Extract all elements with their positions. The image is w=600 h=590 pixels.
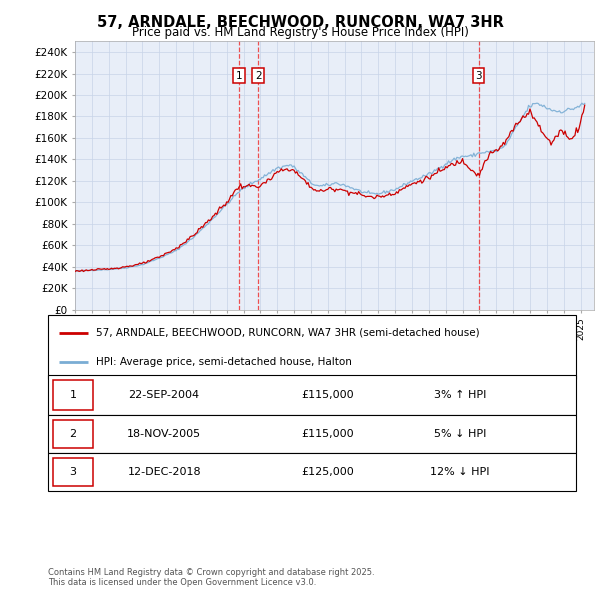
Text: Price paid vs. HM Land Registry's House Price Index (HPI): Price paid vs. HM Land Registry's House … [131,26,469,39]
Text: 2: 2 [255,71,262,81]
Text: 22-SEP-2004: 22-SEP-2004 [128,390,200,400]
Text: 3: 3 [475,71,482,81]
Text: £125,000: £125,000 [301,467,354,477]
Text: £115,000: £115,000 [302,429,354,439]
Text: 57, ARNDALE, BEECHWOOD, RUNCORN, WA7 3HR (semi-detached house): 57, ARNDALE, BEECHWOOD, RUNCORN, WA7 3HR… [95,328,479,338]
Text: 12-DEC-2018: 12-DEC-2018 [127,467,201,477]
Text: 3: 3 [70,467,77,477]
Text: 1: 1 [236,71,242,81]
Bar [53,419,93,448]
Bar [53,380,93,410]
Text: Contains HM Land Registry data © Crown copyright and database right 2025.
This d: Contains HM Land Registry data © Crown c… [48,568,374,587]
Text: 3% ↑ HPI: 3% ↑ HPI [434,390,486,400]
Text: HPI: Average price, semi-detached house, Halton: HPI: Average price, semi-detached house,… [95,356,352,366]
Text: 57, ARNDALE, BEECHWOOD, RUNCORN, WA7 3HR: 57, ARNDALE, BEECHWOOD, RUNCORN, WA7 3HR [97,15,503,30]
Bar [53,458,93,486]
Text: 1: 1 [70,390,77,400]
Text: 18-NOV-2005: 18-NOV-2005 [127,429,201,439]
Text: 5% ↓ HPI: 5% ↓ HPI [434,429,486,439]
Text: 12% ↓ HPI: 12% ↓ HPI [430,467,490,477]
Text: 2: 2 [70,429,77,439]
Text: £115,000: £115,000 [302,390,354,400]
